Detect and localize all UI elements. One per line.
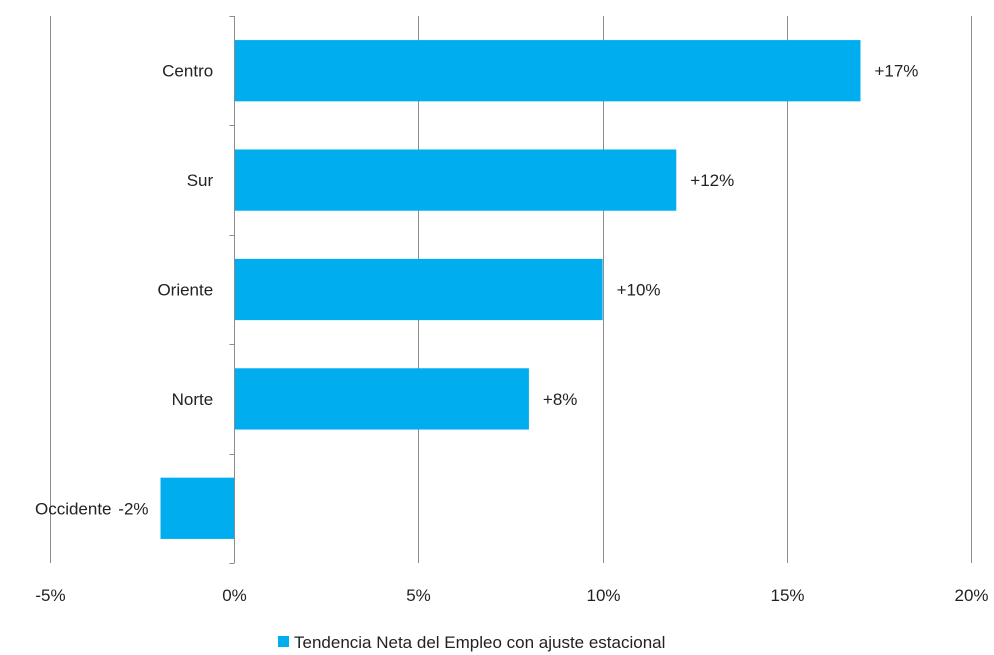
data-label: +10%: [617, 281, 661, 300]
category-axis: [229, 16, 235, 564]
gridlines: [50, 16, 972, 563]
category-label: Sur: [187, 171, 214, 190]
bar: [234, 149, 677, 211]
category-label: Oriente: [157, 281, 213, 300]
data-label: +17%: [874, 62, 918, 81]
x-tick-label: 0%: [222, 586, 247, 605]
labels: -5% 0% 5% 10% 15% 20% Centro +17% Sur +12% Oriente…: [35, 62, 989, 605]
x-tick-label: 20%: [954, 586, 988, 605]
legend-label: Tendencia Neta del Empleo con ajuste est…: [294, 633, 665, 652]
bar: [234, 258, 603, 321]
x-tick-label: 10%: [586, 586, 620, 605]
bar: [160, 477, 235, 539]
legend-swatch: [278, 636, 289, 647]
bars: [160, 40, 861, 539]
legend: Tendencia Neta del Empleo con ajuste est…: [278, 633, 665, 652]
bar: [234, 40, 861, 102]
category-label: Norte: [172, 390, 214, 409]
x-tick-label: 15%: [770, 586, 804, 605]
bar: [234, 368, 529, 430]
category-label: Occidente: [35, 499, 112, 518]
data-label: +12%: [690, 171, 734, 190]
x-tick-label: -5%: [35, 586, 65, 605]
data-label: -2%: [118, 499, 148, 518]
category-label: Centro: [162, 62, 213, 81]
data-label: +8%: [543, 390, 578, 409]
x-tick-label: 5%: [406, 586, 431, 605]
